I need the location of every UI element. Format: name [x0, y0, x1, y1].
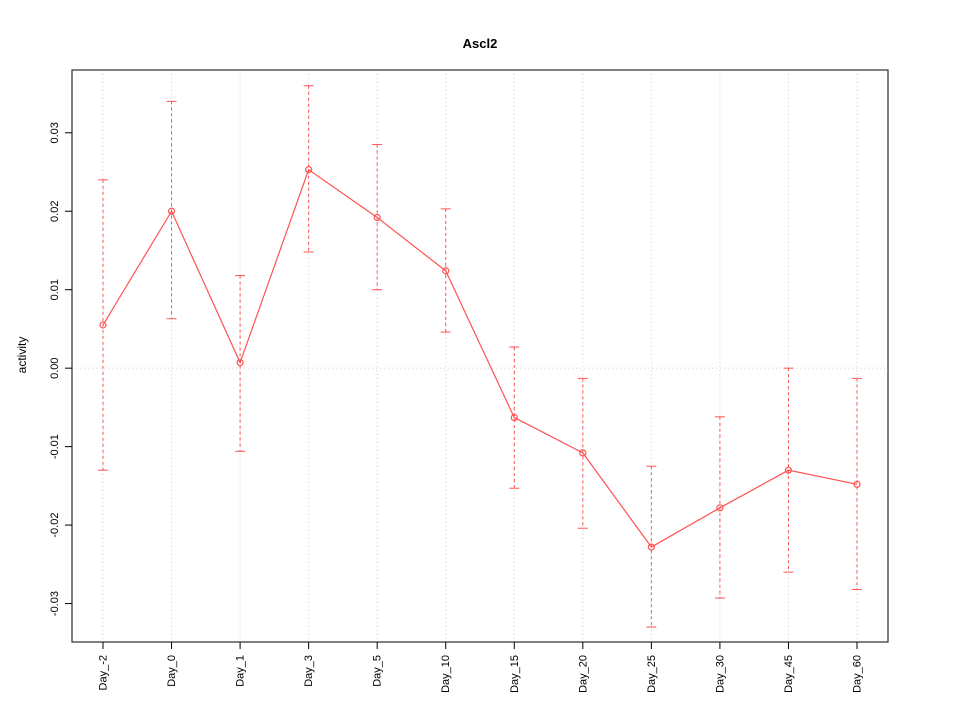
x-tick-label: Day_1: [235, 655, 247, 687]
x-tick-label: Day_0: [166, 655, 178, 687]
data-point: [305, 166, 313, 174]
x-tick-label: Day_-2: [98, 655, 110, 690]
data-point: [236, 359, 244, 367]
x-tick-label: Day_60: [852, 655, 864, 693]
y-tick-label: -0.01: [49, 434, 61, 459]
data-point: [784, 466, 793, 474]
chart-title: Ascl2: [462, 36, 498, 51]
y-tick-label: -0.03: [49, 591, 61, 616]
x-tick-label: Day_25: [646, 655, 658, 693]
series-line: [102, 168, 858, 548]
x-tick-label: Day_15: [509, 655, 521, 693]
data-point: [716, 504, 724, 512]
x-tick-label: Day_3: [303, 655, 315, 687]
x-tick-label: Day_30: [714, 655, 726, 693]
data-point: [853, 480, 861, 488]
x-tick-label: Day_45: [783, 655, 795, 693]
y-tick-label: 0.02: [49, 201, 61, 222]
y-tick-label: -0.02: [49, 513, 61, 538]
x-tick-label: Day_20: [577, 655, 589, 693]
data-point: [167, 207, 176, 215]
x-tick-label: Day_5: [372, 655, 384, 687]
y-tick-label: 0.00: [49, 357, 61, 378]
data-point: [579, 449, 587, 457]
data-point: [373, 213, 381, 222]
data-point: [442, 267, 450, 275]
y-tick-label: 0.03: [49, 122, 61, 143]
plot-border: [71, 69, 889, 643]
y-tick-label: 0.01: [49, 279, 61, 300]
data-point: [510, 413, 518, 422]
data-point: [99, 321, 107, 329]
data-point: [647, 543, 655, 551]
x-tick-label: Day_10: [440, 655, 452, 693]
